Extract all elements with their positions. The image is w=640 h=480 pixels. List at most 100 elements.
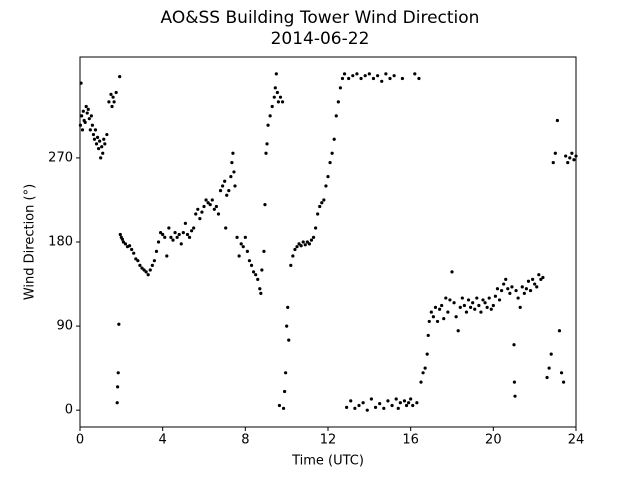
data-point bbox=[479, 310, 483, 314]
data-point bbox=[275, 90, 279, 95]
data-point bbox=[305, 240, 309, 244]
data-point bbox=[120, 237, 124, 241]
data-point bbox=[421, 371, 425, 375]
data-point bbox=[559, 371, 564, 375]
data-point bbox=[440, 303, 444, 308]
data-point bbox=[535, 285, 539, 289]
data-point bbox=[382, 406, 386, 410]
data-point bbox=[144, 270, 148, 274]
data-point bbox=[198, 217, 202, 221]
data-point bbox=[256, 277, 260, 281]
data-point bbox=[284, 371, 288, 375]
data-point bbox=[231, 151, 235, 155]
data-point bbox=[545, 375, 549, 380]
data-point bbox=[110, 104, 114, 109]
chart-subtitle: 2014-06-22 bbox=[271, 29, 370, 49]
data-point bbox=[473, 307, 477, 311]
data-point bbox=[369, 397, 373, 401]
data-point bbox=[243, 235, 247, 239]
data-point bbox=[427, 319, 431, 324]
data-point bbox=[283, 389, 287, 394]
data-point bbox=[146, 273, 150, 277]
data-point bbox=[516, 296, 520, 300]
data-point bbox=[568, 156, 572, 160]
data-point bbox=[378, 402, 382, 406]
data-point bbox=[84, 104, 88, 109]
data-point bbox=[386, 399, 390, 403]
data-point bbox=[278, 95, 283, 99]
data-point bbox=[471, 301, 475, 305]
data-point bbox=[429, 310, 433, 314]
data-point bbox=[320, 201, 324, 205]
data-point bbox=[413, 72, 417, 76]
data-point bbox=[285, 324, 289, 328]
data-point bbox=[173, 231, 177, 235]
data-point bbox=[462, 303, 466, 308]
data-point bbox=[485, 305, 489, 310]
data-point bbox=[276, 100, 280, 104]
data-point bbox=[458, 305, 462, 310]
data-point bbox=[570, 151, 574, 155]
data-point bbox=[307, 242, 311, 246]
data-point bbox=[85, 111, 89, 115]
data-point bbox=[287, 338, 291, 342]
data-point bbox=[233, 184, 237, 188]
data-point bbox=[265, 142, 269, 146]
data-point bbox=[371, 76, 376, 81]
y-tick-label: 0 bbox=[65, 403, 73, 418]
data-point bbox=[487, 296, 491, 300]
data-point bbox=[506, 287, 510, 291]
data-point bbox=[156, 240, 161, 244]
data-point bbox=[277, 403, 282, 408]
data-point bbox=[365, 408, 369, 412]
y-axis-label: Wind Direction (°) bbox=[23, 184, 38, 300]
data-point bbox=[92, 137, 97, 141]
data-point bbox=[179, 242, 183, 246]
data-point bbox=[159, 231, 163, 235]
data-point bbox=[508, 291, 512, 295]
data-point bbox=[150, 263, 154, 267]
data-point bbox=[396, 406, 400, 410]
y-tick-label: 180 bbox=[48, 235, 73, 250]
data-point bbox=[116, 371, 120, 375]
data-point bbox=[417, 76, 421, 81]
data-point bbox=[419, 380, 423, 384]
data-point bbox=[114, 90, 118, 95]
data-point bbox=[340, 76, 345, 81]
data-point bbox=[513, 394, 517, 398]
data-point bbox=[297, 242, 301, 246]
data-point bbox=[342, 72, 347, 76]
data-point bbox=[392, 74, 396, 78]
data-point bbox=[423, 366, 427, 370]
data-point bbox=[384, 72, 388, 76]
data-point bbox=[303, 243, 307, 247]
data-point bbox=[489, 307, 493, 311]
data-point bbox=[214, 204, 218, 209]
data-point bbox=[216, 212, 221, 216]
data-point bbox=[221, 184, 225, 188]
data-point bbox=[224, 226, 228, 230]
data-point bbox=[273, 86, 277, 90]
data-point bbox=[475, 296, 479, 300]
data-point bbox=[400, 76, 404, 81]
data-point bbox=[363, 74, 367, 78]
data-point bbox=[107, 100, 111, 104]
data-point bbox=[97, 146, 101, 151]
data-point bbox=[334, 114, 338, 118]
data-point bbox=[295, 245, 299, 249]
x-tick-label: 0 bbox=[76, 433, 84, 448]
data-point bbox=[497, 298, 502, 302]
data-point bbox=[87, 117, 91, 121]
data-point bbox=[531, 277, 535, 281]
data-point bbox=[163, 235, 167, 239]
data-point bbox=[167, 226, 171, 230]
data-point bbox=[171, 238, 175, 242]
data-point bbox=[194, 212, 198, 216]
data-point bbox=[402, 399, 407, 403]
data-point bbox=[206, 201, 210, 205]
data-point bbox=[154, 249, 159, 253]
data-point bbox=[533, 282, 537, 286]
data-point bbox=[547, 366, 551, 370]
data-point bbox=[301, 240, 305, 244]
data-point bbox=[128, 244, 132, 248]
